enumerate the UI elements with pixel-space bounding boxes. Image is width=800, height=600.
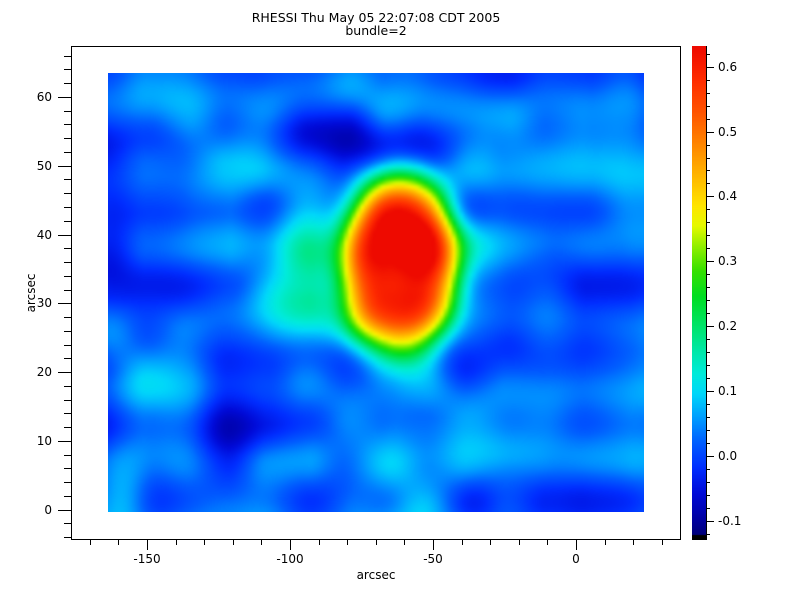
y-tick-label: 40	[36, 228, 52, 242]
colorbar-tick-label: 0.5	[718, 125, 738, 139]
title-block: RHESSI Thu May 05 22:07:08 CDT 2005 bund…	[252, 11, 501, 37]
x-axis-label: arcsec	[356, 568, 396, 582]
colorbar-tick-label: 0.1	[718, 384, 738, 398]
y-tick-label: 30	[36, 296, 52, 310]
x-tick-label: -100	[276, 552, 304, 566]
colorbar-tick-label: 0.0	[718, 449, 738, 463]
plot-subtitle: bundle=2	[345, 23, 407, 38]
y-tick-label: 60	[36, 90, 52, 104]
y-tick-label: 20	[36, 365, 52, 379]
colorbar-tick-label: 0.4	[718, 189, 738, 203]
colorbar-tick-label: 0.2	[718, 319, 738, 333]
y-tick-label: 50	[36, 159, 52, 173]
plot-frame	[71, 46, 681, 540]
y-axis-label: arcsec	[24, 273, 38, 313]
colorbar-tick-label: -0.1	[718, 514, 742, 528]
colorbar-tick-label: 0.6	[718, 60, 738, 74]
heatmap-image	[108, 73, 644, 512]
y-tick-label: 10	[36, 434, 52, 448]
y-tick-label: 0	[44, 503, 52, 517]
x-tick-label: -50	[423, 552, 443, 566]
colorbar-tick-label: 0.3	[718, 254, 738, 268]
x-tick-label: 0	[572, 552, 580, 566]
plot-title: RHESSI Thu May 05 22:07:08 CDT 2005	[251, 10, 501, 25]
x-tick-label: -150	[133, 552, 161, 566]
colorbar-gradient	[692, 46, 706, 540]
